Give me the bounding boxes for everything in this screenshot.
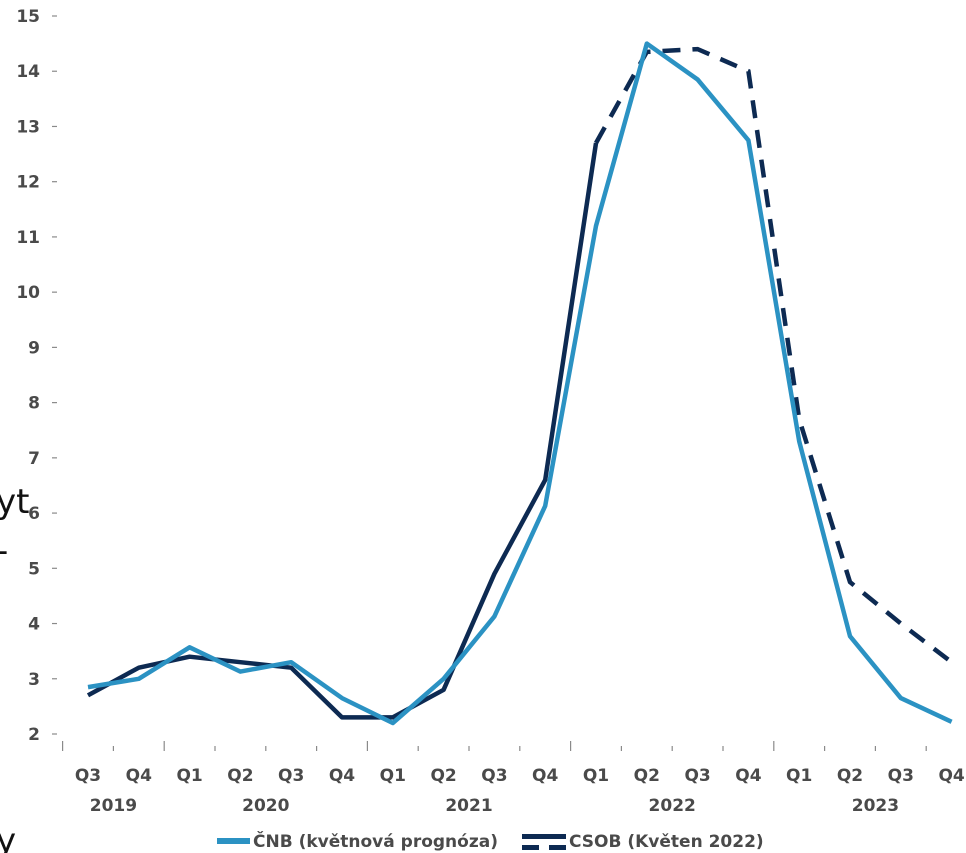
x-tick-label: Q4 <box>938 766 964 786</box>
legend-label: ČNB (květnová prognóza) <box>253 830 498 852</box>
cropped-text-fragment: - <box>0 531 8 571</box>
y-tick-label: 3 <box>28 670 40 690</box>
x-tick-label: Q1 <box>786 766 812 786</box>
x-year-label: 2019 <box>90 796 137 816</box>
x-year-label: 2021 <box>445 796 492 816</box>
y-tick-label: 6 <box>28 504 40 524</box>
x-year-label: 2023 <box>852 796 899 816</box>
x-axis: Q3 Q4 Q1 Q2 Q3 Q4 Q1 Q2 Q3 Q4 Q1 Q2 Q3 Q4 Q1 Q2 Q3 Q4 2019… <box>61 741 965 816</box>
x-tick-label: Q3 <box>888 766 914 786</box>
x-tick-label: Q2 <box>430 766 456 786</box>
legend: ČNB (květnová prognóza) CSOB (Květen 2022… <box>217 830 764 852</box>
legend-swatch-solid <box>522 834 566 839</box>
x-tick-label: Q3 <box>75 766 101 786</box>
x-tick-label: Q4 <box>126 766 152 786</box>
y-tick-label: 8 <box>28 394 40 414</box>
y-tick-label: 12 <box>16 173 40 193</box>
y-tick-label: 13 <box>16 117 40 137</box>
series-layer <box>86 41 953 726</box>
y-tick-label: 15 <box>16 7 40 27</box>
cropped-text-fragment: yt <box>0 482 29 522</box>
x-tick-label: Q1 <box>583 766 609 786</box>
legend-item-csob: CSOB (Květen 2022) <box>522 832 764 852</box>
x-tick-label: Q4 <box>329 766 355 786</box>
y-axis: 2 3 4 5 6 7 8 9 10 11 12 13 14 15 <box>16 7 57 745</box>
x-year-label: 2020 <box>242 796 289 816</box>
y-tick-label: 10 <box>16 283 40 303</box>
y-tick-label: 9 <box>28 338 40 358</box>
legend-label: CSOB (Květen 2022) <box>569 832 764 852</box>
series-line-actual <box>86 142 599 720</box>
y-tick-label: 7 <box>28 449 40 469</box>
legend-swatch-dash <box>549 845 566 850</box>
series-line-forecast <box>594 46 953 664</box>
y-tick-label: 2 <box>28 725 40 745</box>
series-csob <box>86 46 953 720</box>
x-tick-label: Q2 <box>837 766 863 786</box>
x-tick-label: Q1 <box>176 766 202 786</box>
cropped-text-fragment: y <box>0 821 16 853</box>
y-tick-label: 11 <box>16 228 40 248</box>
legend-item-cnb: ČNB (květnová prognóza) <box>217 830 498 852</box>
x-tick-label: Q3 <box>684 766 710 786</box>
series-line <box>87 41 953 726</box>
y-tick-label: 4 <box>28 615 40 635</box>
x-tick-label: Q4 <box>735 766 761 786</box>
x-tick-label: Q2 <box>227 766 253 786</box>
cropped-side-text: yt - y <box>0 482 29 853</box>
x-tick-label: Q1 <box>380 766 406 786</box>
x-tick-label: Q3 <box>481 766 507 786</box>
x-year-label: 2022 <box>649 796 696 816</box>
y-tick-label: 5 <box>28 559 40 579</box>
x-tick-label: Q2 <box>634 766 660 786</box>
x-tick-label: Q3 <box>278 766 304 786</box>
series-cnb <box>87 41 953 726</box>
legend-swatch-dash <box>522 845 539 850</box>
y-tick-label: 14 <box>16 62 40 82</box>
legend-swatch <box>217 838 250 844</box>
x-tick-label: Q4 <box>532 766 558 786</box>
